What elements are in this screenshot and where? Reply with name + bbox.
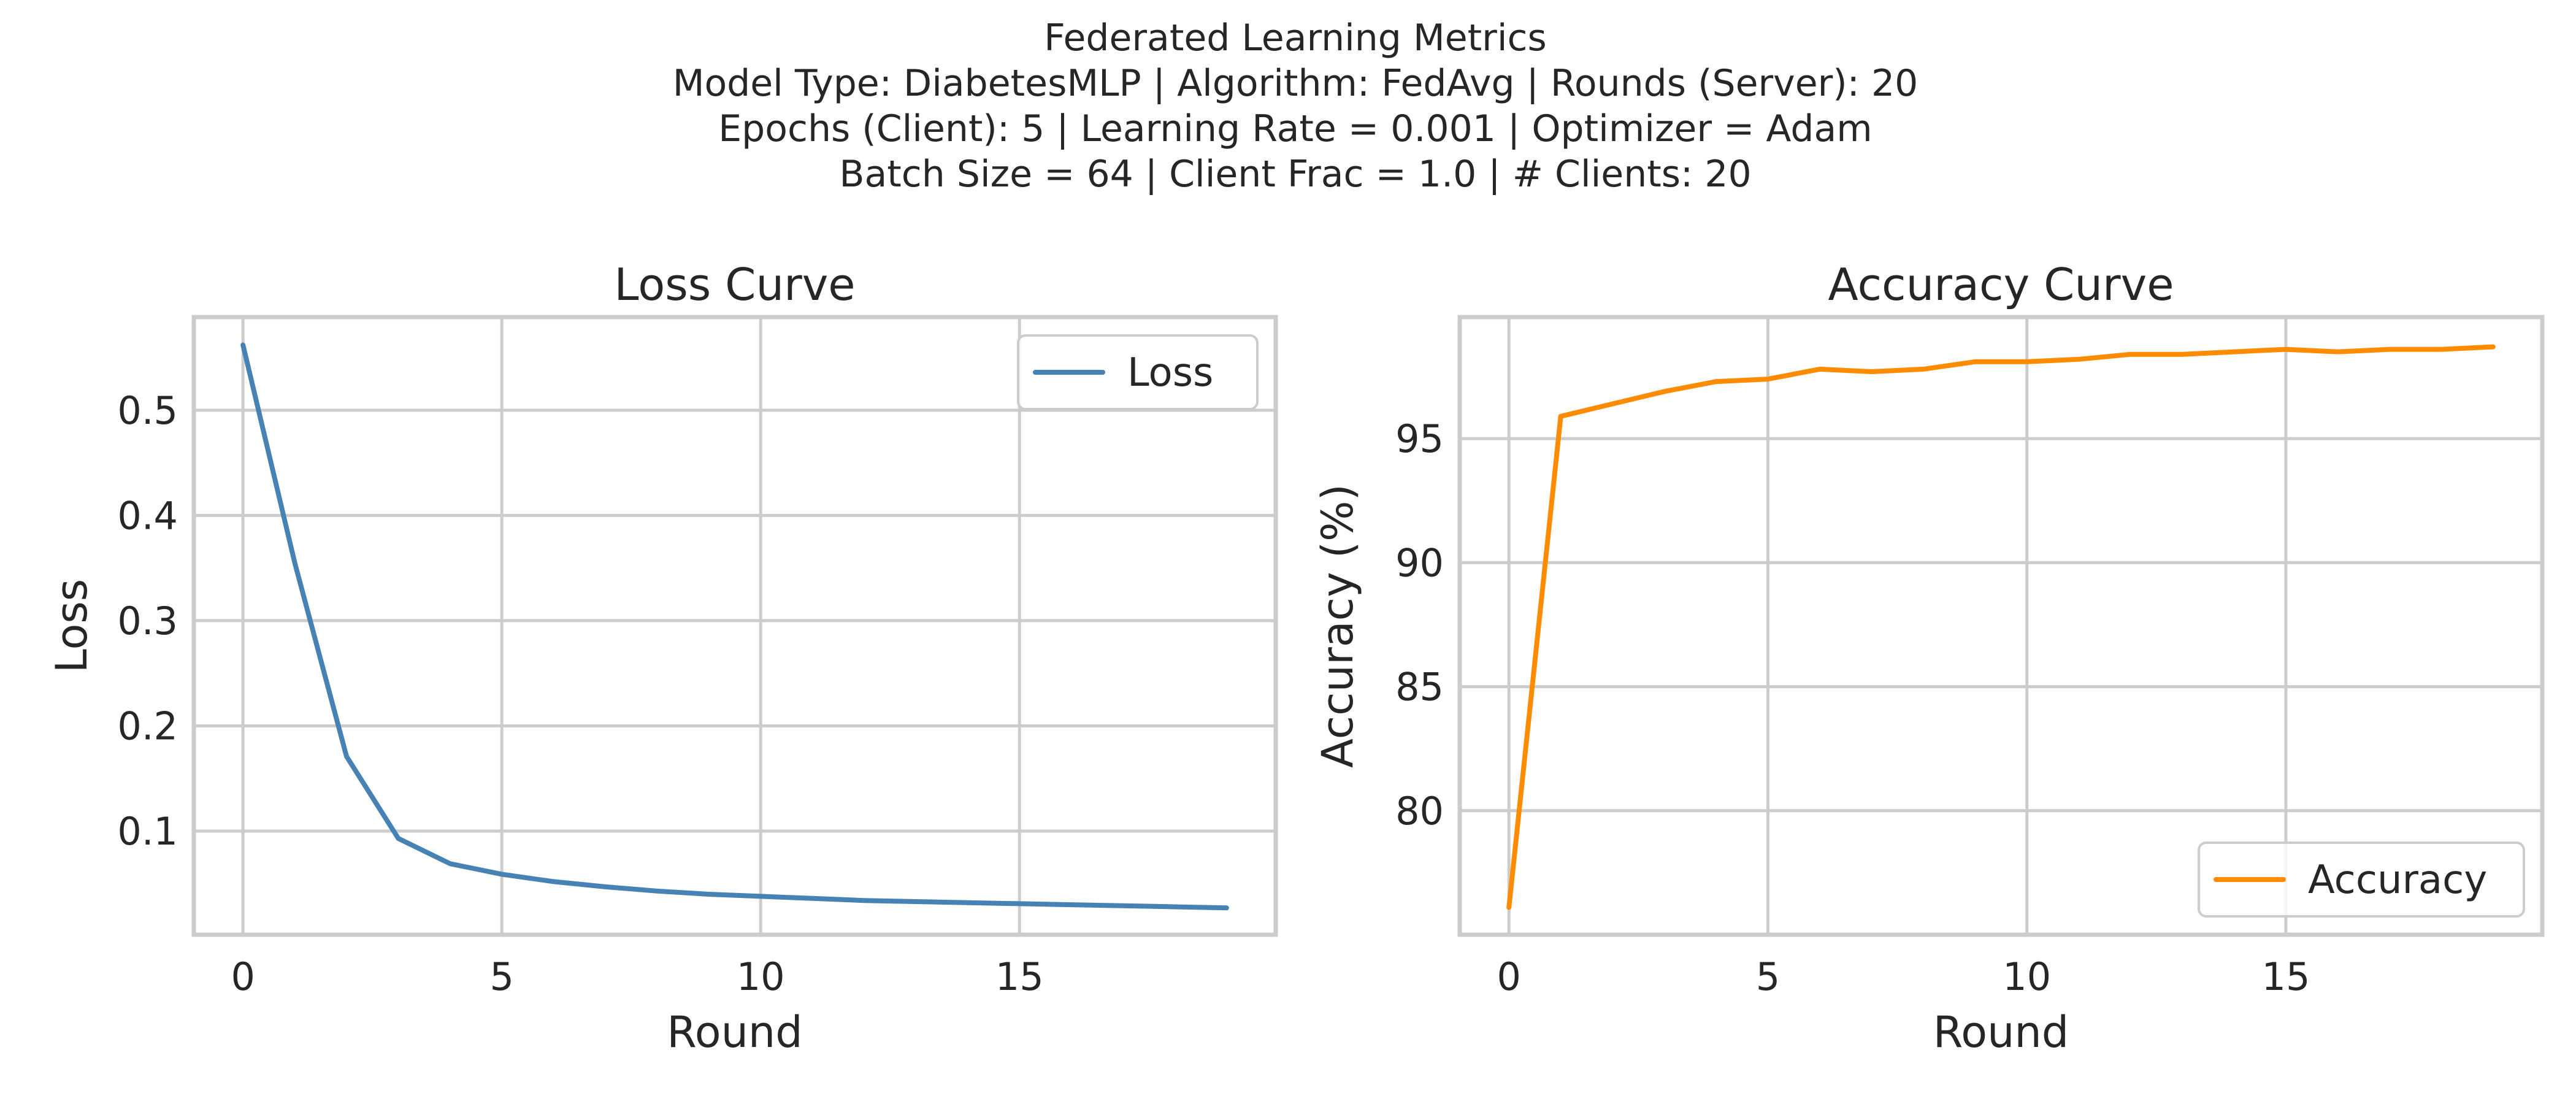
loss-x-tick-label: 10	[737, 954, 785, 999]
suptitle-line-2: Model Type: DiabetesMLP | Algorithm: Fed…	[673, 62, 1919, 105]
loss-x-tick-label: 5	[489, 954, 513, 999]
accuracy-y-axis-label: Accuracy (%)	[1313, 484, 1363, 768]
accuracy-legend: Accuracy	[2198, 841, 2525, 918]
loss-x-tick-label: 15	[995, 954, 1044, 999]
accuracy-y-tick-label: 80	[1395, 789, 1444, 834]
accuracy-x-tick-label: 5	[1756, 954, 1780, 999]
accuracy-x-tick-label: 15	[2262, 954, 2310, 999]
accuracy-legend-label: Accuracy	[2308, 857, 2487, 903]
accuracy-x-tick-label: 10	[2003, 954, 2051, 999]
accuracy-series-line	[1506, 344, 2496, 910]
accuracy-y-tick-label: 85	[1395, 665, 1444, 710]
loss-legend-label: Loss	[1127, 350, 1213, 396]
accuracy-x-axis-label: Round	[1933, 1007, 2069, 1057]
accuracy-x-tick-labels: 0 5 10 15	[1497, 954, 2310, 999]
accuracy-x-tick-label: 0	[1497, 954, 1521, 999]
loss-y-tick-label: 0.1	[117, 809, 178, 854]
accuracy-legend-box	[2198, 841, 2525, 918]
suptitle-line-1: Federated Learning Metrics	[1044, 17, 1547, 59]
suptitle-line-3: Epochs (Client): 5 | Learning Rate = 0.0…	[718, 107, 1872, 150]
accuracy-grid	[1460, 317, 2542, 935]
suptitle-line-4: Batch Size = 64 | Client Frac = 1.0 | # …	[839, 153, 1751, 196]
accuracy-axes-frame	[1457, 315, 2545, 937]
loss-y-tick-labels: 0.1 0.2 0.3 0.4 0.5	[117, 388, 178, 854]
loss-y-tick-label: 0.5	[117, 388, 178, 433]
loss-x-tick-labels: 0 5 10 15	[231, 954, 1043, 999]
loss-legend-box	[1017, 334, 1259, 410]
loss-chart-panel: 0 5 10 15 0.1 0.2 0.3 0.4 0.5 Loss Curve Round Loss…	[47, 259, 1278, 1057]
loss-x-axis-label: Round	[667, 1007, 802, 1057]
loss-y-tick-label: 0.2	[117, 703, 178, 748]
loss-axes-frame	[191, 315, 1278, 937]
loss-y-axis-label: Loss	[47, 579, 97, 673]
accuracy-chart-title: Accuracy Curve	[1828, 259, 2174, 310]
accuracy-chart-panel: 0 5 10 15 80 85 90 95 Accuracy Curve Round Accurac…	[1313, 259, 2545, 1057]
loss-y-tick-label: 0.4	[117, 493, 178, 538]
loss-series-line	[240, 342, 1229, 911]
loss-x-tick-label: 0	[231, 954, 255, 999]
loss-legend: Loss	[1017, 334, 1259, 410]
loss-y-tick-label: 0.3	[117, 599, 178, 643]
accuracy-y-tick-label: 95	[1395, 416, 1444, 461]
accuracy-y-tick-labels: 80 85 90 95	[1395, 416, 1444, 834]
accuracy-y-tick-label: 90	[1395, 540, 1444, 585]
loss-chart-title: Loss Curve	[614, 259, 855, 310]
suptitle: Federated Learning Metrics Model Type: D…	[673, 17, 1919, 196]
